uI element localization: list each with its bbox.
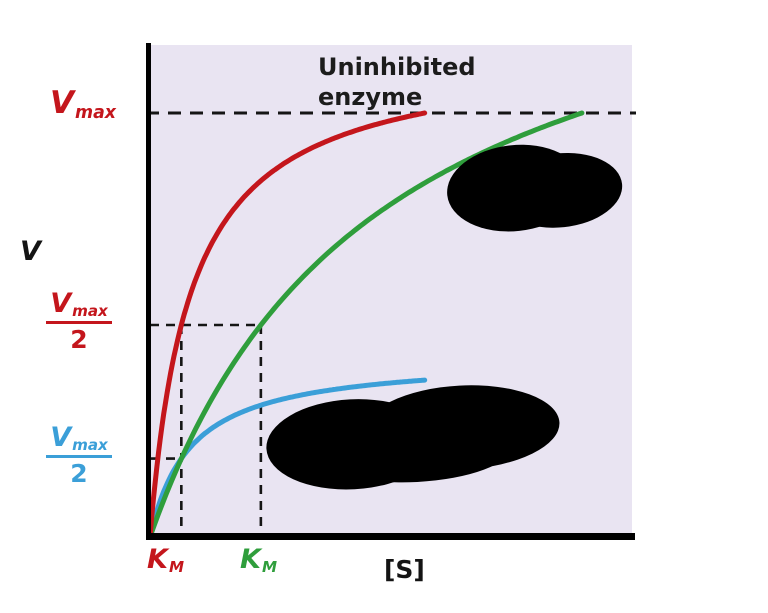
half-vmax-blue-base: V xyxy=(50,422,72,453)
km-label-red-sub: M xyxy=(168,558,184,577)
half-vmax-blue-sub: max xyxy=(72,436,108,455)
red-curve-polyline xyxy=(147,110,428,540)
redaction-blob-lower xyxy=(266,385,560,490)
km-label-green: KM xyxy=(240,546,277,575)
dashed-guide-lines xyxy=(146,111,636,537)
green-curve-polyline xyxy=(147,110,585,540)
km-label-green-sub: M xyxy=(261,558,277,577)
vmax-label-red-base: V xyxy=(50,85,74,121)
uninhibited-enzyme-annotation: Uninhibited enzyme xyxy=(318,52,476,112)
half-vmax-denominator-red: 2 xyxy=(70,325,88,355)
redaction-blob-upper xyxy=(447,144,623,232)
blue-curve-polyline xyxy=(147,377,428,540)
half-vmax-red-sub: max xyxy=(72,302,108,321)
redaction-blob-upper-shape xyxy=(498,152,623,228)
x-axis-label: [S] xyxy=(384,555,425,584)
vmax-label-red-sub: max xyxy=(75,102,116,123)
annotation-line-2: enzyme xyxy=(318,83,423,111)
half-vmax-numerator-red: Vmax xyxy=(46,288,112,325)
half-vmax-numerator-blue: Vmax xyxy=(46,422,112,459)
km-label-red: KM xyxy=(147,546,184,575)
km-label-red-base: K xyxy=(147,544,168,575)
half-vmax-red-base: V xyxy=(50,288,72,319)
annotation-line-1: Uninhibited xyxy=(318,53,476,81)
redaction-blobs xyxy=(266,144,623,490)
vmax-label-red: Vmax xyxy=(50,88,116,122)
half-vmax-denominator-blue: 2 xyxy=(70,459,88,489)
redaction-blob-lower-shape xyxy=(320,421,511,483)
kinetics-curves xyxy=(147,110,585,540)
km-label-green-base: K xyxy=(240,544,261,575)
half-vmax-label-red: Vmax 2 xyxy=(44,290,114,352)
y-axis-line xyxy=(146,43,151,540)
y-axis-label: V xyxy=(20,236,41,267)
half-vmax-label-blue: Vmax 2 xyxy=(44,424,114,486)
x-axis-line xyxy=(146,533,635,540)
